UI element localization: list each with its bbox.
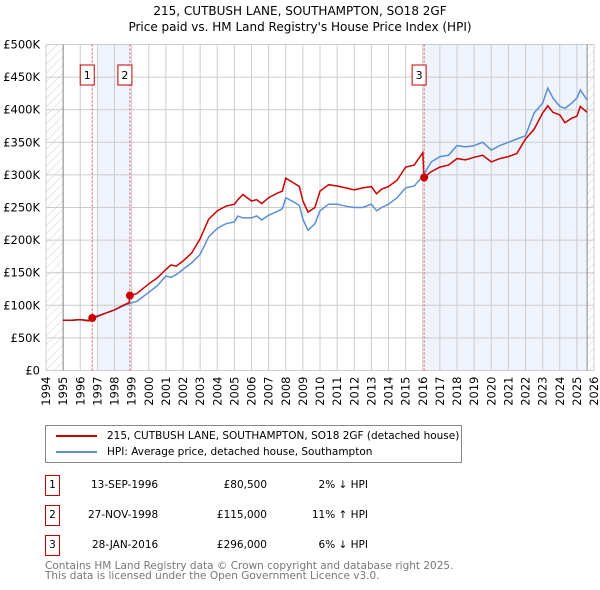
sale-label-box (117, 64, 133, 86)
sale-point (420, 173, 429, 182)
sale-row: 2 27-NOV-1998 £115,000 11% ↑ HPI (45, 505, 445, 527)
sale-number: 3 (45, 535, 60, 556)
y-tick-label: £150K (3, 266, 40, 280)
sale-price: £80,500 (223, 479, 267, 491)
x-tick-label: 2005 (227, 377, 241, 406)
sale-date: 27-NOV-1998 (88, 509, 159, 521)
sale-price: £296,000 (216, 539, 267, 551)
x-tick-label: 2006 (245, 377, 259, 406)
x-tick-label: 2023 (536, 377, 550, 406)
x-tick-label: 2003 (193, 377, 207, 406)
sale-price: £115,000 (216, 509, 267, 521)
x-tick-label: 1996 (73, 377, 87, 406)
chart-subtitle: Price paid vs. HM Land Registry's House … (128, 20, 472, 34)
x-tick-label: 2013 (364, 377, 378, 406)
y-tick-label: £50K (11, 331, 41, 345)
x-tick-label: 2016 (416, 377, 430, 406)
x-tick-label: 2007 (262, 377, 276, 406)
attribution-line-2: This data is licensed under the Open Gov… (45, 570, 380, 582)
sale-hpi-diff: 2% ↓ HPI (318, 479, 368, 491)
x-tick-label: 2001 (159, 377, 173, 406)
sale-hpi-diff: 6% ↓ HPI (318, 539, 368, 551)
sale-number: 2 (45, 505, 60, 526)
attribution: Contains HM Land Registry data © Crown c… (45, 560, 454, 582)
sale-date: 13-SEP-1996 (91, 479, 159, 491)
sale-date: 28-JAN-2016 (92, 539, 159, 551)
x-tick-label: 1994 (39, 377, 53, 406)
chart-title: 215, CUTBUSH LANE, SOUTHAMPTON, SO18 2GF (153, 4, 447, 18)
sale-row: 1 13-SEP-1996 £80,500 2% ↓ HPI (45, 475, 445, 497)
legend-swatch-hpi (56, 451, 97, 453)
x-tick-label: 2019 (467, 377, 481, 406)
hpi-line (63, 86, 588, 322)
sale-label-box (411, 64, 427, 86)
x-tick-label: 2022 (519, 377, 533, 406)
x-tick-label: 2018 (450, 377, 464, 406)
x-tick-label: 2025 (570, 377, 584, 406)
x-tick-label: 2021 (501, 377, 515, 406)
x-tick-label: 2009 (296, 377, 310, 406)
x-tick-label: 2010 (313, 377, 327, 406)
x-tick-label: 2014 (382, 377, 396, 406)
sale-label: 3 (416, 69, 423, 82)
legend-item-property: 215, CUTBUSH LANE, SOUTHAMPTON, SO18 2GF… (56, 428, 459, 444)
sale-number: 1 (45, 475, 60, 496)
sale-row: 3 28-JAN-2016 £296,000 6% ↓ HPI (45, 535, 445, 557)
y-tick-label: £300K (3, 168, 40, 182)
y-tick-label: £0 (25, 364, 40, 378)
legend-swatch-property (56, 435, 97, 437)
x-tick-label: 2020 (484, 377, 498, 406)
legend-label-property: 215, CUTBUSH LANE, SOUTHAMPTON, SO18 2GF… (107, 430, 460, 442)
chart-legend: 215, CUTBUSH LANE, SOUTHAMPTON, SO18 2GF… (45, 425, 462, 463)
x-tick-label: 2008 (279, 377, 293, 406)
attribution-line-1: Contains HM Land Registry data © Crown c… (45, 560, 454, 572)
x-tick-label: 1997 (90, 377, 104, 406)
x-tick-label: 2011 (330, 377, 344, 406)
y-tick-label: £500K (3, 38, 40, 52)
legend-label-hpi: HPI: Average price, detached house, Sout… (107, 446, 373, 458)
x-tick-label: 2024 (553, 377, 567, 406)
sale-point (125, 291, 134, 300)
x-tick-label: 2004 (210, 377, 224, 406)
y-tick-label: £100K (3, 298, 40, 312)
x-tick-label: 1995 (56, 377, 70, 406)
property-price-line (63, 104, 588, 322)
x-tick-label: 1999 (125, 377, 139, 406)
y-tick-label: £250K (3, 201, 40, 215)
x-tick-label: 1998 (108, 377, 122, 406)
x-tick-label: 2015 (399, 377, 413, 406)
sale-hpi-diff: 11% ↑ HPI (311, 509, 368, 521)
x-tick-label: 2000 (142, 377, 156, 406)
x-tick-label: 2017 (433, 377, 447, 406)
y-tick-label: £450K (3, 70, 40, 84)
y-tick-label: £350K (3, 135, 40, 149)
sale-label: 2 (121, 69, 128, 82)
sale-point (88, 314, 97, 323)
y-tick-label: £200K (3, 233, 40, 247)
y-tick-label: £400K (3, 103, 40, 117)
sale-label: 1 (84, 69, 91, 82)
x-tick-label: 2002 (176, 377, 190, 406)
x-tick-label: 2012 (347, 377, 361, 406)
x-tick-label: 2026 (587, 377, 600, 406)
sale-label-box (79, 64, 95, 86)
legend-item-hpi: HPI: Average price, detached house, Sout… (56, 444, 372, 460)
price-chart: 1 2 3 1994 1995 1996 1997 1998 1999 2000 2001 2002… (3, 38, 600, 406)
